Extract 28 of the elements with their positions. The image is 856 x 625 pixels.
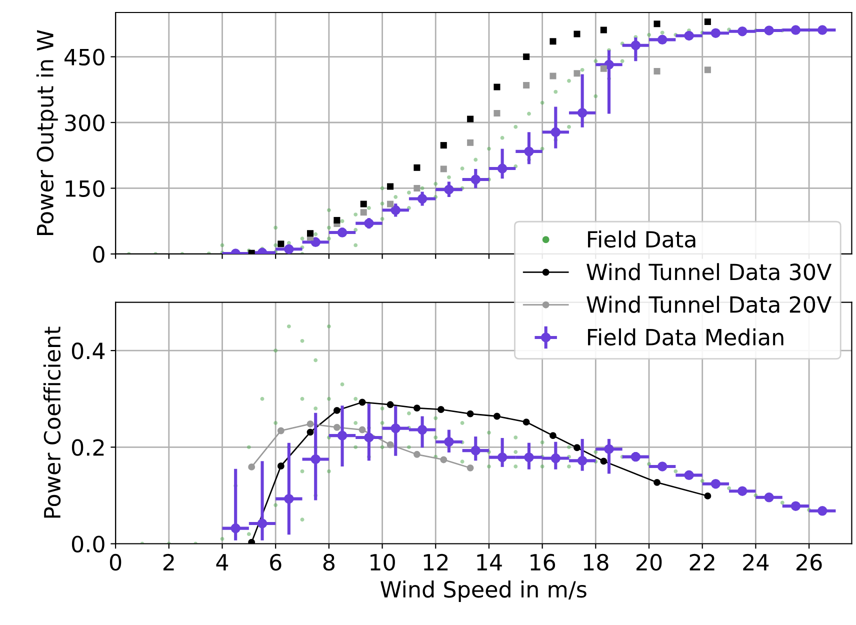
x-tick-label: 8 xyxy=(323,554,334,571)
y-tick-label: 300 xyxy=(65,114,104,132)
y-tick-label: 0 xyxy=(93,246,104,263)
x-tick-label: 20 xyxy=(636,554,662,571)
x-tick-label: 4 xyxy=(216,554,228,570)
y-tick-label: 0.4 xyxy=(72,342,105,360)
x-tick-label: 16 xyxy=(530,554,556,571)
x-tick-label: 2 xyxy=(163,554,174,570)
legend-label: Wind Tunnel Data 20V xyxy=(586,296,832,313)
y-tick-label: 150 xyxy=(66,180,104,197)
x-tick-label: 18 xyxy=(584,554,608,571)
y-axis-title: Power Coefficient xyxy=(43,326,61,518)
x-tick-label: 22 xyxy=(690,554,714,570)
x-axis-title: Wind Speed in m/s xyxy=(380,580,586,602)
legend-label: Field Data Median xyxy=(588,328,784,346)
legend-label: Field Data xyxy=(588,230,696,248)
x-tick-label: 10 xyxy=(370,554,395,571)
y-tick-label: 0.0 xyxy=(72,536,104,553)
x-tick-label: 14 xyxy=(477,554,502,570)
x-tick-label: 12 xyxy=(424,554,448,570)
x-tick-label: 26 xyxy=(796,554,822,571)
legend-label: Wind Tunnel Data 30V xyxy=(586,263,832,280)
x-tick-label: 6 xyxy=(270,554,282,571)
y-tick-label: 450 xyxy=(64,48,104,66)
x-tick-label: 0 xyxy=(110,554,122,571)
y-axis-title: Power Output in W xyxy=(36,30,58,235)
y-tick-label: 0.2 xyxy=(72,439,104,456)
x-tick-label: 24 xyxy=(743,554,769,570)
